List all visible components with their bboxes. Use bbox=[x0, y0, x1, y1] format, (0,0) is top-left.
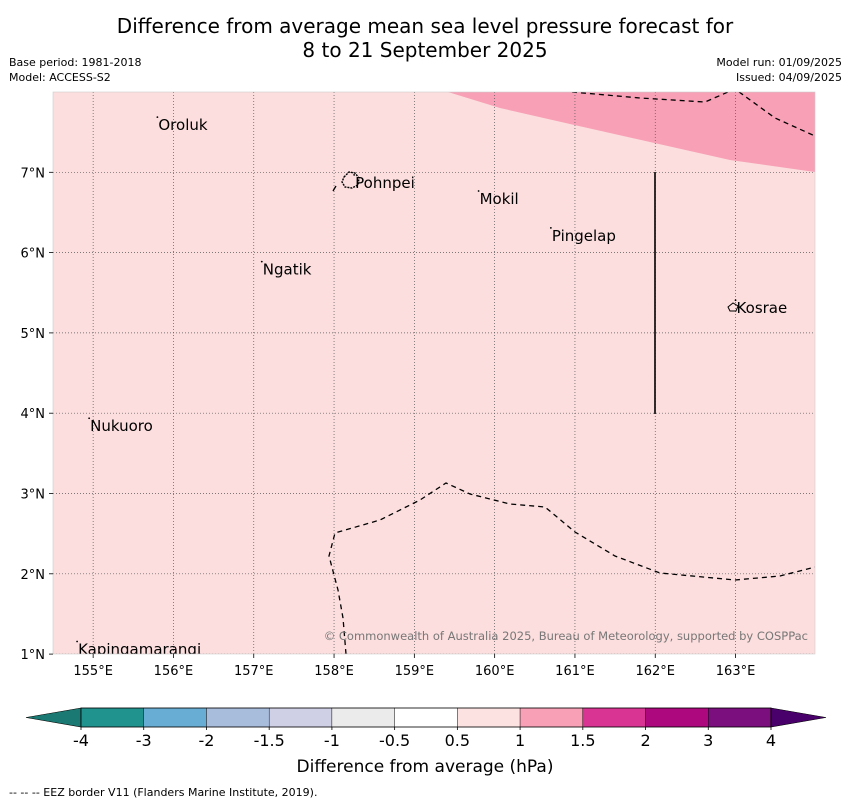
colorbar-segment bbox=[331, 707, 395, 728]
latitude-axis: 7°N 6°N 5°N 4°N 3°N 2°N 1°N bbox=[21, 166, 53, 663]
base-period: Base period: 1981-2018 bbox=[9, 56, 142, 69]
colorbar-tick-label: 0.5 bbox=[445, 731, 470, 750]
colorbar-tick-label: -4 bbox=[73, 731, 89, 750]
map-frame bbox=[52, 91, 816, 655]
place-marker bbox=[88, 417, 91, 420]
lat-tick-label: 1°N bbox=[21, 648, 46, 663]
copyright-text: © Commonwealth of Australia 2025, Bureau… bbox=[324, 629, 808, 643]
colorbar-ticks: -4 -3 -2 -1.5 -1 -0.5 0.5 1 1.5 2 3 4 bbox=[73, 727, 776, 750]
lon-tick-label: 162°E bbox=[635, 664, 675, 679]
eez-border-north bbox=[571, 92, 815, 137]
colorbar-segment bbox=[206, 707, 270, 728]
map: Oroluk Pohnpei Mokil Pingelap Ngatik Kosrae Nu… bbox=[21, 91, 816, 679]
colorbar-segment bbox=[268, 707, 333, 728]
place-marker bbox=[477, 190, 480, 192]
place-marker bbox=[734, 299, 737, 302]
place-marker bbox=[353, 174, 356, 176]
colorbar-segment bbox=[394, 707, 458, 728]
colorbar-tick-label: 3 bbox=[703, 731, 713, 750]
lon-tick-label: 158°E bbox=[314, 664, 354, 679]
colorbar-outline bbox=[80, 707, 772, 728]
lon-tick-label: 163°E bbox=[716, 664, 756, 679]
title-line-1: Difference from average mean sea level p… bbox=[116, 14, 734, 38]
colorbar-tick-label: -2 bbox=[198, 731, 214, 750]
lon-tick-label: 161°E bbox=[555, 664, 595, 679]
colorbar-segment bbox=[80, 707, 144, 728]
place-label: Nukuoro bbox=[90, 417, 153, 435]
chart-title: Difference from average mean sea level p… bbox=[0, 14, 850, 62]
colorbar-tick-label: -1 bbox=[324, 731, 340, 750]
place-labels: Oroluk Pohnpei Mokil Pingelap Ngatik Kosrae Nu… bbox=[76, 116, 788, 658]
colorbar-tick-label: 4 bbox=[766, 731, 776, 750]
place-label: Oroluk bbox=[158, 116, 207, 134]
model-run: Model run: 01/09/2025 bbox=[716, 56, 842, 69]
lat-tick-label: 3°N bbox=[21, 488, 46, 503]
anomaly-region-1-to-1-5 bbox=[448, 92, 815, 172]
lat-tick-label: 4°N bbox=[21, 407, 46, 422]
colorbar-label: Difference from average (hPa) bbox=[297, 757, 554, 777]
lon-tick-label: 159°E bbox=[395, 664, 435, 679]
pohnpei-coastline bbox=[341, 171, 360, 189]
lon-tick-label: 160°E bbox=[475, 664, 515, 679]
colorbar-segment bbox=[582, 707, 646, 728]
issued-date: Issued: 04/09/2025 bbox=[735, 71, 842, 84]
colorbar-tick-label: 1.5 bbox=[570, 731, 595, 750]
colorbar-min-arrow bbox=[25, 707, 82, 728]
place-marker bbox=[76, 640, 78, 643]
colorbar-tick-label: -0.5 bbox=[379, 731, 410, 750]
place-label: Ngatik bbox=[263, 261, 312, 279]
place-label: Pingelap bbox=[552, 227, 616, 245]
colorbar-segment bbox=[143, 707, 207, 728]
eez-border-pohnpei-stub bbox=[332, 185, 337, 192]
colorbar-tick-label: 2 bbox=[640, 731, 650, 750]
place-marker bbox=[549, 227, 552, 229]
title-line-2: 8 to 21 September 2025 bbox=[302, 38, 548, 62]
colorbar-tick-label: -3 bbox=[136, 731, 152, 750]
eez-border-south bbox=[328, 482, 815, 654]
colorbar-segment bbox=[519, 707, 584, 728]
colorbar: -4 -3 -2 -1.5 -1 -0.5 0.5 1 1.5 2 3 4 Difference fr… bbox=[25, 707, 827, 777]
lat-tick-label: 2°N bbox=[21, 568, 46, 583]
place-label: Mokil bbox=[480, 190, 519, 208]
colorbar-tick-label: 1 bbox=[515, 731, 525, 750]
lon-tick-label: 157°E bbox=[234, 664, 274, 679]
eez-legend-note: -- -- -- EEZ border V11 (Flanders Marine… bbox=[9, 786, 318, 799]
lon-tick-label: 155°E bbox=[73, 664, 113, 679]
kosrae-coastline bbox=[727, 302, 739, 312]
place-label: Kosrae bbox=[737, 299, 788, 317]
place-label: Kapingamarangi bbox=[78, 640, 201, 658]
colorbar-tick-label: -1.5 bbox=[254, 731, 285, 750]
lat-tick-label: 6°N bbox=[21, 247, 46, 262]
colorbar-max-arrow bbox=[770, 707, 827, 728]
lon-tick-label: 156°E bbox=[154, 664, 194, 679]
model-name: Model: ACCESS-S2 bbox=[9, 71, 111, 84]
meta-right: Model run: 01/09/2025 Issued: 04/09/2025 bbox=[716, 55, 842, 85]
colorbar-segment bbox=[457, 707, 521, 728]
lat-tick-label: 7°N bbox=[21, 166, 46, 181]
colorbar-segment bbox=[645, 707, 709, 728]
colorbar-segment bbox=[708, 707, 772, 728]
place-marker bbox=[156, 116, 159, 119]
lat-tick-label: 5°N bbox=[21, 327, 46, 342]
longitude-axis: 155°E 156°E 157°E 158°E 159°E 160°E 161°E 162°E… bbox=[73, 654, 755, 679]
gridlines bbox=[53, 92, 815, 654]
place-label: Pohnpei bbox=[355, 174, 415, 192]
colorbar-segments bbox=[25, 707, 827, 728]
place-marker bbox=[260, 260, 263, 263]
map-background bbox=[53, 92, 815, 654]
meta-left: Base period: 1981-2018 Model: ACCESS-S2 bbox=[9, 55, 141, 85]
